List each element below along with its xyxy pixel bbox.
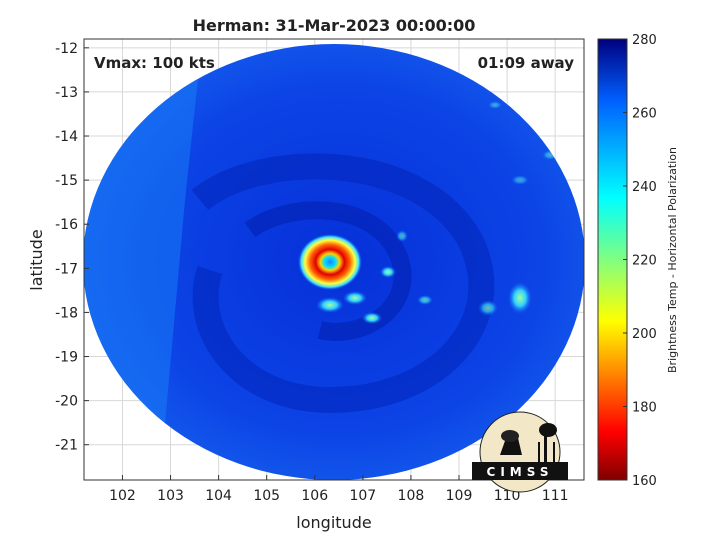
colorbar-label: Brightness Temp - Horizontal Polarizatio… (666, 147, 679, 373)
time-away-annotation: 01:09 away (478, 54, 575, 72)
y-tick-label: -16 (55, 217, 78, 233)
x-axis: 102 103 104 105 106 107 108 109 110 111 (109, 475, 569, 504)
eyewall (298, 234, 362, 290)
colorbar-tick-label: 160 (632, 474, 657, 489)
x-axis-label: longitude (296, 513, 371, 532)
band-cell-5 (508, 282, 532, 314)
band-cell-1 (343, 291, 367, 305)
plot-frame (83, 38, 585, 481)
x-tick-label: 105 (253, 488, 280, 504)
y-axis: -12 -13 -14 -15 -16 -17 -18 -19 -20 -21 (55, 41, 89, 454)
band-cell-10 (511, 175, 529, 185)
x-tick-label: 107 (349, 488, 376, 504)
y-tick-label: -15 (55, 173, 78, 189)
x-tick-label: 111 (542, 488, 569, 504)
band-cell-11 (488, 101, 502, 109)
y-tick-label: -20 (55, 394, 78, 410)
y-tick-label: -21 (55, 438, 78, 454)
colorbar-tick-label: 200 (632, 327, 657, 342)
y-tick-label: -19 (55, 350, 78, 366)
colorbar-tick-label: 260 (632, 107, 657, 122)
colorbar-gradient (597, 38, 628, 481)
band-cell-3 (316, 297, 344, 313)
cimss-logo: CIMSS (472, 411, 568, 493)
band-cell-2 (362, 312, 382, 324)
vmax-annotation: Vmax: 100 kts (94, 54, 215, 72)
swath-group (84, 44, 584, 480)
x-tick-label: 109 (446, 488, 473, 504)
spiral-band-outer (191, 153, 495, 414)
y-tick-label: -13 (55, 85, 78, 101)
band-cell-7 (417, 295, 433, 305)
band-cell-4 (380, 266, 396, 278)
chart-title: Herman: 31-Mar-2023 00:00:00 (193, 16, 476, 35)
colorbar-tick-label: 180 (632, 401, 657, 416)
band-cell-6 (478, 300, 498, 316)
colorbar-tick-label: 240 (632, 180, 657, 195)
y-tick-label: -18 (55, 305, 78, 321)
colorbar-tick-label: 220 (632, 254, 657, 269)
y-axis-label: latitude (27, 229, 46, 290)
y-tick-label: -12 (55, 41, 78, 57)
y-tick-label: -14 (55, 129, 78, 145)
x-tick-label: 103 (157, 488, 184, 504)
spiral-band-inner (244, 201, 412, 341)
x-tick-label: 104 (205, 488, 232, 504)
x-tick-label: 102 (109, 488, 136, 504)
x-tick-label: 108 (398, 488, 425, 504)
y-tick-label: -17 (55, 261, 78, 277)
cimss-logo-text: CIMSS (487, 465, 554, 479)
colorbar-tick-label: 280 (632, 33, 657, 48)
band-cell-8 (396, 230, 408, 242)
colorbar: 160 180 200 220 240 260 280 Brightness Temp - … (597, 33, 679, 489)
x-tick-label: 106 (301, 488, 328, 504)
